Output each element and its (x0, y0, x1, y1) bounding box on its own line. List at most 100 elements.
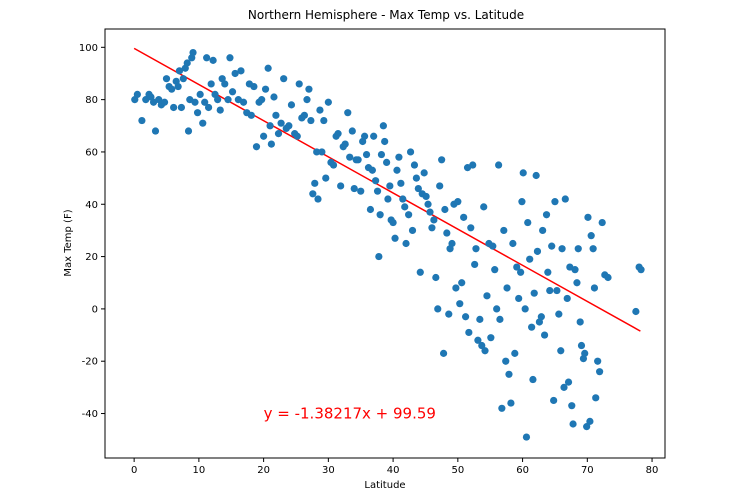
x-tick-label: 60 (516, 465, 529, 476)
scatter-point (199, 119, 207, 127)
scatter-point (542, 211, 551, 219)
scatter-point (519, 169, 527, 177)
scatter-point (309, 190, 317, 198)
scatter-point (377, 150, 386, 159)
scatter-point (483, 292, 491, 300)
scatter-point (383, 158, 391, 167)
scatter-point (546, 286, 554, 295)
scatter-point (550, 396, 558, 405)
scatter-point (505, 370, 513, 378)
scatter-point (189, 48, 197, 57)
scatter-point (162, 75, 171, 83)
scatter-point (574, 245, 582, 253)
scatter-point (454, 198, 462, 206)
scatter-point (174, 82, 182, 91)
scatter-point (322, 174, 330, 182)
scatter-point (320, 116, 328, 125)
scatter-point (528, 323, 536, 331)
scatter-point (438, 156, 446, 164)
x-tick-label: 70 (581, 465, 594, 476)
scatter-point (311, 179, 319, 187)
scatter-point (537, 313, 545, 321)
scatter-point (587, 232, 595, 240)
scatter-point (324, 98, 332, 106)
scatter-point (557, 347, 565, 355)
scatter-point (239, 98, 248, 106)
scatter-point (300, 111, 308, 119)
scatter-point (577, 341, 586, 350)
x-tick-label: 20 (257, 465, 270, 476)
scatter-point (571, 266, 579, 274)
y-tick-label: 80 (85, 95, 98, 106)
scatter-point (522, 433, 531, 441)
scatter-point (224, 96, 232, 104)
scatter-point (295, 80, 303, 88)
scatter-point (334, 130, 342, 138)
scatter-point (386, 182, 394, 190)
scatter-point (372, 177, 380, 185)
scatter-point (228, 88, 237, 96)
scatter-point (414, 184, 422, 193)
scatter-point (448, 239, 456, 248)
scatter-point (544, 268, 552, 276)
scatter-point (196, 90, 204, 98)
scatter-point (563, 294, 571, 303)
scatter-point (573, 279, 581, 287)
scatter-point (564, 378, 573, 386)
scatter-point (445, 310, 453, 318)
scatter-point (533, 247, 542, 255)
scatter-point (201, 98, 209, 106)
scatter-point (389, 218, 397, 227)
scatter-point (293, 132, 301, 140)
scatter-point (408, 226, 417, 235)
scatter-point (362, 150, 371, 159)
scatter-point (598, 218, 606, 227)
scatter-point (507, 399, 515, 407)
scatter-point (420, 169, 428, 177)
regression-layer (133, 47, 641, 332)
scatter-point (569, 420, 577, 428)
scatter-point (478, 341, 486, 350)
scatter-point (203, 54, 211, 62)
scatter-point (509, 239, 517, 248)
scatter-point (376, 211, 384, 219)
plot-area (104, 28, 666, 459)
scatter-point (558, 245, 566, 253)
scatter-point (313, 148, 321, 156)
scatter-point (168, 85, 176, 93)
scatter-point (594, 357, 602, 365)
y-tick-label: 0 (92, 304, 98, 315)
regression-equation-label: y = -1.38217x + 99.59 (264, 405, 436, 423)
scatter-point (456, 300, 464, 308)
x-tick-label: 30 (322, 465, 335, 476)
scatter-point (177, 103, 185, 112)
y-axis-ticks: -40 -20 0 20 40 60 80 100 (79, 43, 105, 420)
scatter-point (480, 203, 488, 211)
scatter-point (175, 67, 184, 75)
scatter-point (221, 80, 229, 88)
y-axis-label: Max Temp (F) (63, 209, 74, 276)
scatter-point (207, 80, 215, 88)
scatter-point (216, 106, 224, 114)
scatter-point (373, 187, 382, 195)
x-tick-label: 0 (131, 465, 137, 476)
scatter-point (452, 284, 460, 292)
scatter-point (495, 161, 503, 169)
scatter-point (474, 336, 482, 344)
scatter-point (280, 75, 288, 83)
scatter-point (350, 184, 358, 193)
scatter-point (555, 310, 563, 318)
scatter-point (231, 69, 239, 78)
scatter-point (318, 148, 326, 156)
scatter-point (395, 153, 403, 161)
scatter-point (285, 122, 293, 130)
scatter-point (502, 357, 510, 365)
scatter-point (500, 226, 508, 235)
x-axis-label: Latitude (364, 480, 405, 491)
scatter-point (589, 245, 597, 253)
scatter-point (314, 195, 322, 203)
scatter-point (439, 349, 448, 357)
scatter-point (515, 294, 523, 303)
scatter-point (260, 132, 268, 140)
scatter-point (270, 93, 278, 101)
